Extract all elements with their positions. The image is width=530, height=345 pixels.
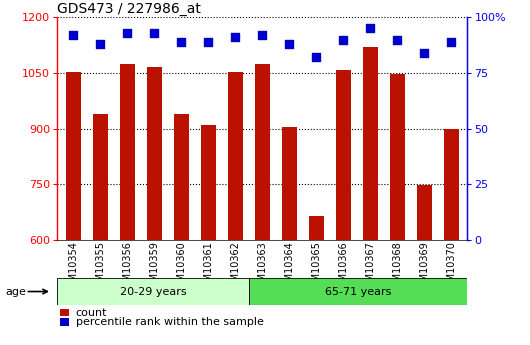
Text: 20-29 years: 20-29 years bbox=[120, 287, 186, 296]
Bar bbox=[228, 72, 243, 240]
Point bbox=[447, 39, 455, 45]
Text: GDS473 / 227986_at: GDS473 / 227986_at bbox=[57, 2, 201, 16]
Text: count: count bbox=[76, 308, 107, 317]
Text: GSM10354: GSM10354 bbox=[68, 241, 78, 294]
Text: GSM10364: GSM10364 bbox=[284, 241, 294, 294]
Text: GSM10366: GSM10366 bbox=[338, 241, 348, 294]
Point bbox=[366, 26, 375, 31]
Bar bbox=[444, 128, 458, 240]
Point bbox=[339, 37, 348, 42]
Bar bbox=[336, 70, 351, 240]
Bar bbox=[93, 114, 108, 240]
Text: GSM10368: GSM10368 bbox=[392, 241, 402, 294]
Text: GSM10367: GSM10367 bbox=[365, 241, 375, 294]
Bar bbox=[282, 127, 297, 240]
Point bbox=[285, 41, 294, 47]
Point bbox=[177, 39, 186, 45]
Bar bbox=[174, 114, 189, 240]
Point bbox=[258, 32, 267, 38]
Text: GSM10359: GSM10359 bbox=[149, 241, 160, 294]
Text: age: age bbox=[5, 287, 26, 296]
Point bbox=[312, 55, 321, 60]
Bar bbox=[309, 216, 324, 240]
Bar bbox=[249, 278, 467, 305]
Text: GSM10369: GSM10369 bbox=[419, 241, 429, 294]
Text: GSM10363: GSM10363 bbox=[258, 241, 267, 294]
Text: 65-71 years: 65-71 years bbox=[325, 287, 391, 296]
Point bbox=[231, 34, 240, 40]
Text: GSM10356: GSM10356 bbox=[122, 241, 132, 294]
Text: GSM10362: GSM10362 bbox=[231, 241, 241, 294]
Point bbox=[123, 30, 131, 36]
Text: percentile rank within the sample: percentile rank within the sample bbox=[76, 317, 263, 327]
Point bbox=[393, 37, 402, 42]
Bar bbox=[255, 63, 270, 240]
Point bbox=[150, 30, 158, 36]
Bar bbox=[66, 72, 81, 240]
Bar bbox=[390, 74, 405, 240]
Text: GSM10365: GSM10365 bbox=[311, 241, 321, 294]
Bar bbox=[201, 125, 216, 240]
Text: GSM10355: GSM10355 bbox=[95, 241, 105, 294]
Bar bbox=[120, 63, 135, 240]
Text: GSM10370: GSM10370 bbox=[446, 241, 456, 294]
Point bbox=[96, 41, 104, 47]
Point bbox=[69, 32, 78, 38]
Point bbox=[204, 39, 213, 45]
Bar bbox=[147, 67, 162, 240]
Text: GSM10360: GSM10360 bbox=[176, 241, 187, 294]
Bar bbox=[363, 47, 378, 240]
Bar bbox=[57, 278, 249, 305]
Text: GSM10361: GSM10361 bbox=[204, 241, 214, 294]
Bar bbox=[417, 185, 432, 240]
Point bbox=[420, 50, 429, 56]
